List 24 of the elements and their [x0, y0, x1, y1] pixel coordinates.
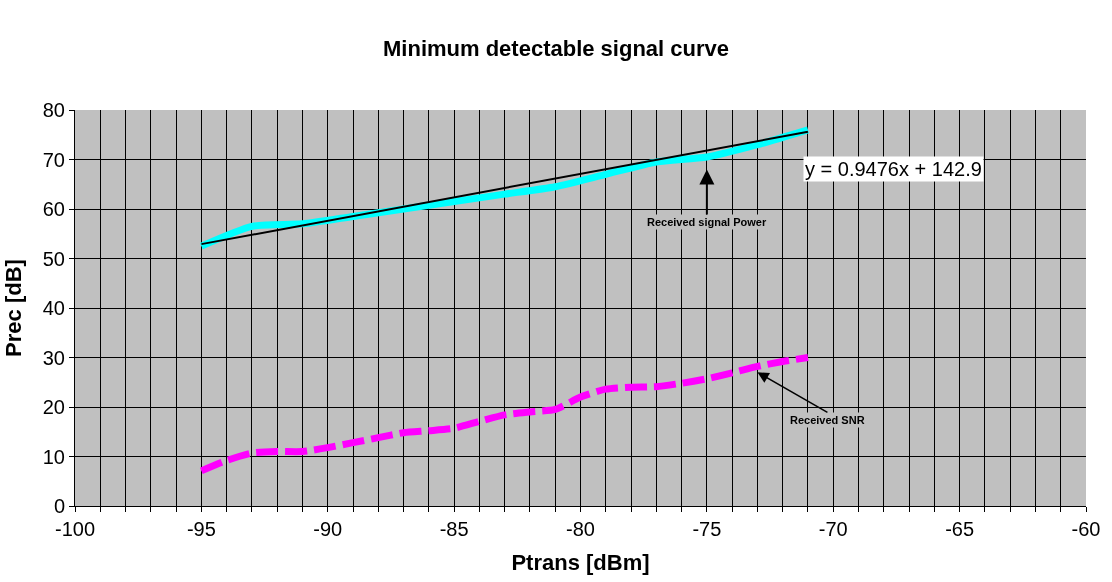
y-tick-label: 10 [42, 445, 65, 468]
y-tick-label: 60 [42, 198, 65, 220]
x-tick-label: -80 [566, 518, 595, 540]
x-tick-label: -85 [439, 518, 469, 540]
y-tick-label: 70 [42, 148, 65, 171]
y-tick-label: 40 [42, 297, 65, 319]
chart-title: Minimum detectable signal curve [383, 36, 729, 62]
x-tick-label: -90 [313, 518, 343, 540]
y-tick-label: 20 [42, 396, 65, 418]
y-tick-label: 50 [42, 247, 65, 270]
annotation: Received SNR [790, 414, 865, 426]
x-tick-label: -60 [1071, 518, 1101, 540]
x-axis-title: Ptrans [dBm] [511, 549, 650, 575]
y-tick-label: 0 [53, 495, 65, 517]
x-tick-label: -70 [818, 518, 848, 540]
x-tick-label: -100 [54, 518, 96, 540]
annotation: y = 0.9476x + 142.9 [805, 158, 982, 180]
x-tick-label: -95 [186, 518, 216, 540]
annotation: Received signal Power [647, 216, 767, 228]
x-tick-label: -65 [945, 518, 975, 540]
y-axis-title: Prec [dB] [0, 259, 26, 357]
y-tick-label: 30 [42, 346, 65, 369]
x-tick-label: -75 [692, 518, 722, 540]
y-tick-label: 80 [42, 99, 65, 121]
